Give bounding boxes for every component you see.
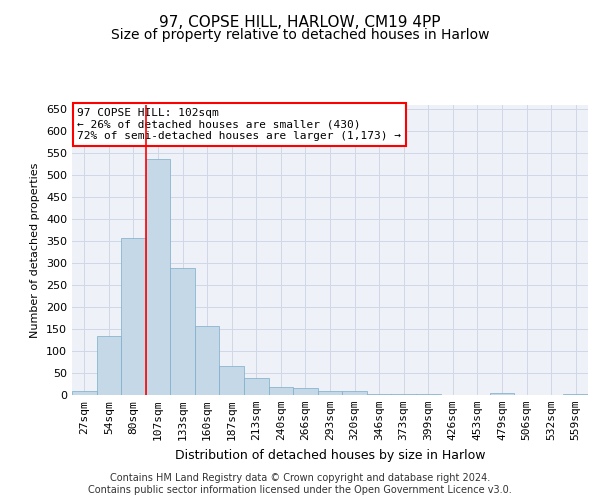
X-axis label: Distribution of detached houses by size in Harlow: Distribution of detached houses by size … [175, 448, 485, 462]
Bar [244, 378, 269, 395]
Y-axis label: Number of detached properties: Number of detached properties [31, 162, 40, 338]
Bar [121, 238, 146, 395]
Bar [293, 388, 318, 395]
Bar [97, 336, 121, 395]
Bar [318, 390, 342, 395]
Text: Contains HM Land Registry data © Crown copyright and database right 2024.
Contai: Contains HM Land Registry data © Crown c… [88, 474, 512, 495]
Bar [72, 390, 97, 395]
Bar [170, 268, 195, 395]
Bar [416, 394, 440, 395]
Bar [490, 393, 514, 395]
Bar [269, 387, 293, 395]
Bar [391, 394, 416, 395]
Bar [563, 394, 588, 395]
Text: 97 COPSE HILL: 102sqm
← 26% of detached houses are smaller (430)
72% of semi-det: 97 COPSE HILL: 102sqm ← 26% of detached … [77, 108, 401, 141]
Text: Size of property relative to detached houses in Harlow: Size of property relative to detached ho… [111, 28, 489, 42]
Text: 97, COPSE HILL, HARLOW, CM19 4PP: 97, COPSE HILL, HARLOW, CM19 4PP [159, 15, 441, 30]
Bar [146, 159, 170, 395]
Bar [195, 326, 220, 395]
Bar [367, 394, 391, 395]
Bar [220, 366, 244, 395]
Bar [342, 392, 367, 395]
